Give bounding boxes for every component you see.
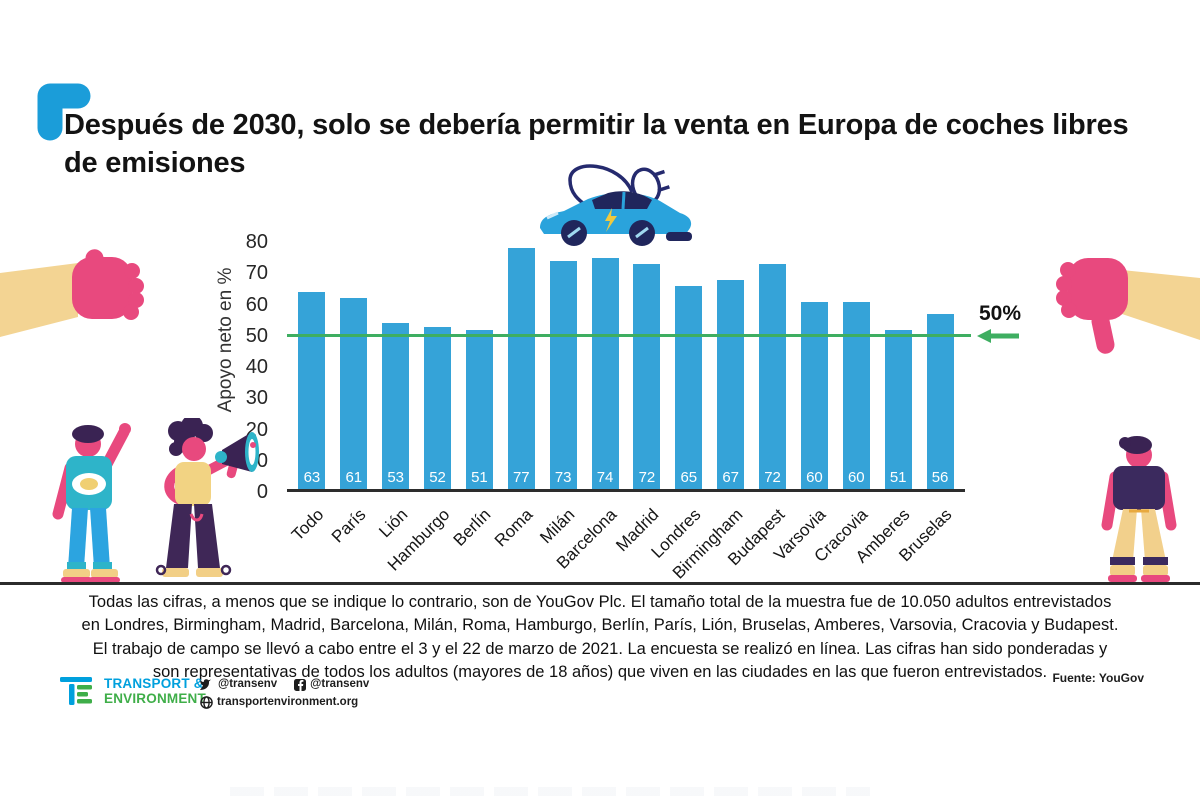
methodology-note: Todas las cifras, a menos que se indique…: [81, 593, 1119, 682]
bar-birmingham: 67: [717, 279, 745, 489]
bar-hamburgo: 52: [424, 326, 452, 489]
left-arrow-icon: [977, 329, 1019, 343]
page-title: Después de 2030, solo se debería permiti…: [64, 109, 1129, 180]
bar-value-label: 72: [638, 469, 656, 486]
bar-todo: 63: [298, 292, 326, 489]
footer-divider: [0, 582, 1200, 585]
bar-value-label: 56: [931, 469, 949, 486]
corner-bracket-shape: [37, 83, 91, 141]
reference-line-50: [287, 333, 971, 337]
bar-lión: 53: [382, 323, 410, 489]
y-tick-0: 0: [256, 481, 268, 503]
y-tick-30: 30: [245, 387, 268, 410]
bar-roma: 77: [507, 248, 535, 489]
bar-value-label: 60: [806, 469, 823, 486]
bottom-watermark: [230, 787, 870, 796]
bar-value-label: 61: [345, 469, 363, 486]
bar-value-label: 51: [471, 469, 488, 486]
y-tick-40: 40: [245, 356, 268, 378]
social-links: @transenv @transenv transportenvironment…: [200, 677, 381, 712]
bar-value-label: 53: [387, 469, 405, 486]
bar-value-label: 77: [512, 469, 530, 486]
bar-varsovia: 60: [800, 301, 828, 489]
logo-text-environment: ENVIRONMENT: [104, 691, 206, 707]
facebook-handle[interactable]: @transenv: [310, 678, 370, 690]
plot-area: 63 61 53 52 51 77 73 74 72 65 67 72 60 60 51 56: [287, 242, 965, 492]
bar-barcelona: 74: [591, 257, 619, 489]
bar-madrid: 72: [633, 264, 661, 489]
twitter-icon: [200, 678, 211, 690]
bar-berlín: 51: [465, 329, 493, 489]
bar-value-label: 72: [764, 469, 781, 486]
logo-text-transport: TRANSPORT &: [104, 676, 204, 691]
thumbs-down-icon: [1056, 258, 1200, 354]
reference-line-label: 50%: [979, 302, 1022, 325]
standing-person-illustration: [1101, 436, 1177, 582]
bar-value-label: 60: [847, 469, 865, 486]
people-megaphone-illustration: [52, 418, 259, 583]
website-link[interactable]: transportenvironment.org: [217, 695, 359, 708]
y-tick-80: 80: [245, 231, 268, 253]
twitter-handle[interactable]: @transenv: [218, 678, 278, 690]
bar-cracovia: 60: [842, 301, 870, 489]
electric-car-icon: [540, 164, 692, 246]
bar-londres: 65: [675, 285, 703, 489]
bar-value-label: 74: [596, 469, 614, 486]
source-credit: Fuente: YouGov: [1052, 671, 1144, 685]
bar-value-label: 73: [554, 469, 572, 486]
y-tick-70: 70: [245, 262, 268, 285]
bar-value-label: 67: [722, 469, 740, 486]
bar-chart: 63 61 53 52 51 77 73 74 72 65 67 72 60 60 51 56 50%: [287, 242, 1021, 492]
te-logo: TRANSPORT & ENVIRONMENT: [60, 676, 206, 706]
te-logo-icon: [60, 676, 92, 705]
bar-value-label: 65: [680, 469, 698, 486]
bar-amberes: 51: [884, 329, 912, 489]
bar-value-label: 52: [429, 469, 446, 486]
thumbs-up-icon: [0, 249, 144, 337]
bar-value-label: 63: [303, 469, 321, 486]
y-tick-60: 60: [245, 293, 268, 316]
globe-icon: [200, 695, 213, 709]
x-axis-labels: Todo París Lión Hamburgo Berlín Roma Milán Barc…: [287, 495, 968, 595]
bar-bruselas: 56: [926, 314, 954, 489]
bar-budapest: 72: [759, 264, 787, 489]
bar-value-label: 51: [889, 469, 907, 486]
facebook-icon: [294, 678, 307, 691]
bar-parís: 61: [340, 298, 368, 489]
y-tick-50: 50: [245, 324, 268, 347]
bar-milán: 73: [549, 260, 577, 489]
